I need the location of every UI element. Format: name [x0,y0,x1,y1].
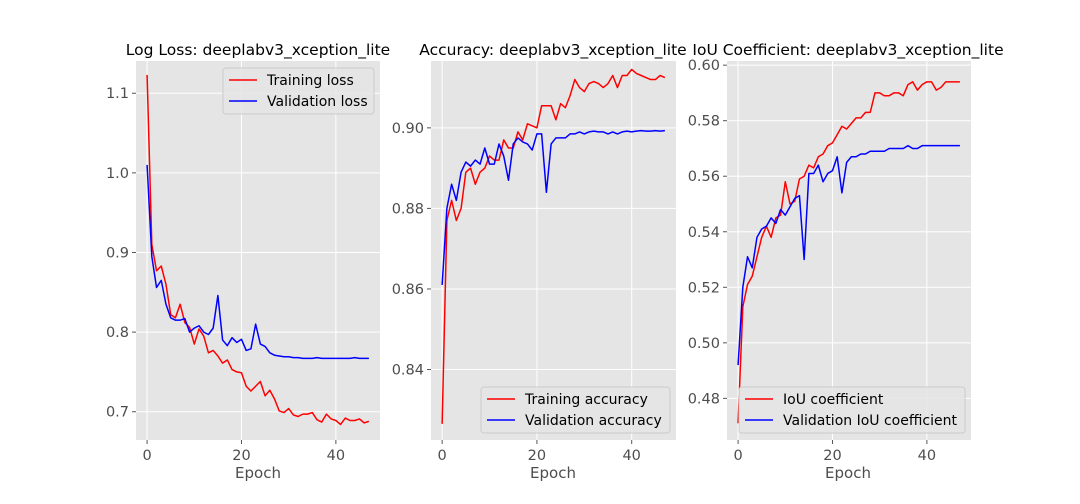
y-tick-label: 0.84 [392,363,424,379]
series-line-validation [441,129,665,285]
y-tick-label: 0.48 [688,391,720,407]
legend-box [222,67,375,115]
y-tick-label: 0.60 [688,58,720,74]
chart-title: Accuracy: deeplabv3_xception_lite [419,41,686,60]
y-tick-label: 0.8 [106,325,129,341]
legend: IoU coefficient Validation IoU coefficien… [738,386,966,434]
y-tick-label: 0.9 [106,245,129,261]
plot-area: 0 20 40 0.84 0.86 0.88 0.90 [392,61,676,464]
x-tick-label: 20 [823,448,841,464]
x-tick-label: 20 [232,448,250,464]
x-tick-label: 40 [918,448,936,464]
plot-background [727,61,971,440]
legend-label: IoU coefficient [783,392,884,408]
x-tick-label: 40 [327,448,345,464]
legend: Training accuracy Validation accuracy [480,386,671,434]
legend-label: Validation IoU coefficient [783,413,957,429]
plot-area: 0 20 40 0.48 0.50 0.52 0.54 0.56 0.58 0.60 [688,58,971,464]
legend-box [738,386,966,434]
legend-label: Validation loss [267,94,368,110]
y-tick-label: 0.50 [688,336,720,352]
legend-box [480,386,671,434]
y-tick-label: 0.88 [392,201,424,217]
y-tick-label: 0.58 [688,114,720,130]
x-axis-label: Epoch [235,464,281,482]
x-tick-label: 40 [622,448,640,464]
series-line-training [441,68,666,424]
series-line-validation [146,164,369,360]
legend-label: Validation accuracy [525,413,662,429]
series-line-validation [737,144,960,366]
chart-title: IoU Coefficient: deeplabv3_xception_lite [692,41,1003,60]
y-tick-label: 0.54 [688,225,720,241]
accuracy-panel: Epoch 0 20 40 0.84 0.86 0.88 0.90 Training accu… [392,61,676,482]
legend: Training loss Validation loss [222,67,375,115]
y-tick-label: 0.52 [688,280,720,296]
series-line-training [737,81,960,424]
chart-title: Log Loss: deeplabv3_xception_lite [126,41,390,60]
y-tick-label: 0.56 [688,169,720,185]
x-axis-label: Epoch [825,464,871,482]
y-tick-label: 1.1 [106,86,129,102]
plot-background [136,61,380,440]
x-tick-label: 0 [438,448,447,464]
x-axis-label: Epoch [530,464,576,482]
plot-area: 0 20 40 0.7 0.8 0.9 1.0 1.1 [106,61,380,464]
x-tick-label: 20 [528,448,546,464]
y-tick-label: 0.7 [106,405,129,421]
log-loss-panel: Epoch 0 20 40 0.7 0.8 0.9 1.0 1.1 Training loss V… [106,61,380,482]
y-tick-label: 0.90 [392,121,424,137]
iou-coefficient-panel: Epoch 0 20 40 0.48 0.50 0.52 0.54 0.56 0.58 0.60 I… [688,58,971,482]
legend-label: Training loss [266,73,354,89]
y-tick-label: 1.0 [106,166,129,182]
x-tick-label: 0 [733,448,742,464]
plot-background [431,61,676,440]
y-tick-label: 0.86 [392,282,424,298]
x-tick-label: 0 [142,448,151,464]
legend-label: Training accuracy [524,392,648,408]
